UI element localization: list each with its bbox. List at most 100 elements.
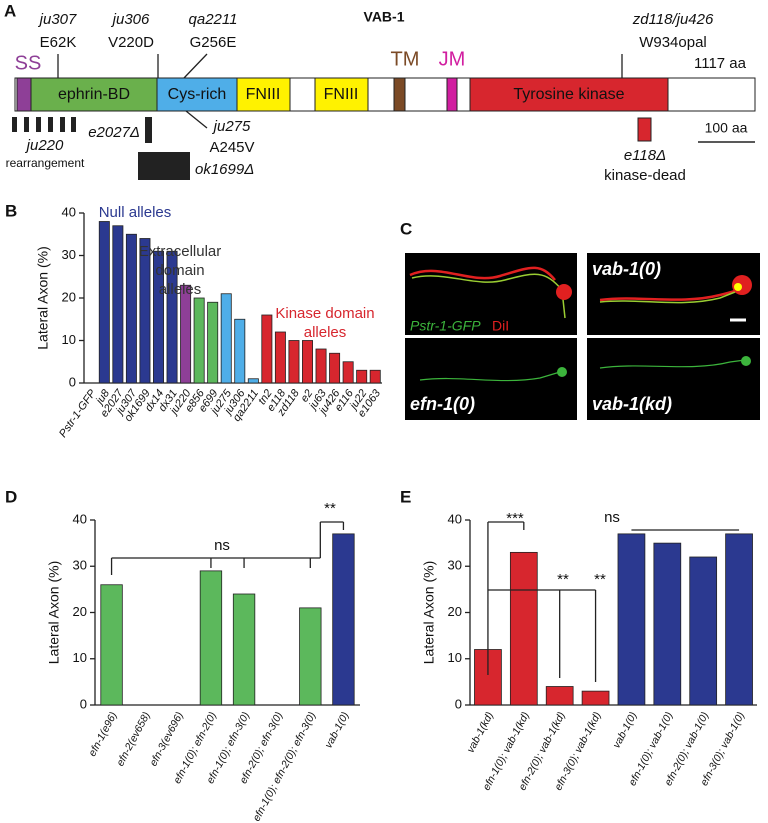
bar [653,542,682,706]
domain-label: ephrin-BD [58,86,130,103]
domain-label: FNIII [324,86,359,103]
annotation: alleles [304,324,347,341]
y-tick-label: 30 [62,247,76,262]
caption: efn-1(0) [410,394,475,414]
x-tick-label: efn-2(ev658) [114,710,153,768]
bar [315,348,327,384]
domain-box [393,77,406,112]
change: rearrangement [6,156,85,170]
deletion-mark [637,117,652,142]
caption: vab-1(kd) [592,394,672,414]
domain-box [236,77,291,112]
bar [299,607,322,706]
change: kinase-dead [604,167,686,184]
bar [193,297,205,384]
x-tick-label: efn-3(ev696) [147,710,186,768]
domain-box [16,77,32,112]
y-axis-label: Lateral Axon (%) [421,561,437,665]
protein-title: VAB-1 [364,9,405,25]
bar [329,352,341,384]
bar [302,340,313,384]
bar [261,314,273,384]
y-axis-label: Lateral Axon (%) [46,561,62,665]
allele: qa2211 [189,11,238,28]
y-tick-label: 20 [448,604,462,619]
bar [581,690,610,706]
micrograph [405,253,577,335]
panel-label: D [5,487,17,506]
bar [689,556,718,706]
y-tick-label: 40 [448,511,462,526]
x-tick-label: efn-1(e96) [86,710,119,758]
annotation: Null alleles [99,204,172,221]
bar [234,318,246,384]
bar [125,233,137,384]
bar [725,533,753,706]
panel-c: C Pstr-1-GFP DiI vab-1(0) efn-1(0) vab-1… [400,219,760,420]
bar [232,593,256,706]
change: A245V [209,139,254,156]
allele: e118Δ [624,147,666,164]
allele: ok1699Δ [195,161,254,178]
annotation: domain [155,262,204,279]
bar [332,533,355,706]
y-tick-label: 30 [448,558,462,573]
domain-label: TM [391,48,420,70]
y-tick-label: 0 [80,696,87,711]
allele: ju306 [111,11,150,28]
y-tick-label: 0 [69,374,76,389]
panel-label: C [400,219,412,238]
x-tick-label: vab-1(0) [611,710,640,750]
bar [112,225,124,384]
bar [369,369,381,384]
annotation: ** [324,500,336,517]
domain-label: FNIII [246,86,281,103]
length-label: 1117 aa [694,55,747,72]
bar [274,331,286,384]
bar [617,533,646,706]
change: E62K [40,34,77,51]
domain-box [446,77,458,112]
caption: Pstr-1-GFP [410,318,481,334]
bar [166,250,178,384]
allele: ju220 [25,137,64,154]
y-tick-label: 0 [455,696,462,711]
bar [342,361,354,384]
y-tick-label: 20 [73,604,87,619]
x-tick-label: Pstr-1-GFP [57,387,99,440]
deletion-marks [12,117,190,180]
domain-box [156,77,238,112]
bar [180,284,192,384]
y-tick-label: 10 [73,650,87,665]
bar [509,551,538,706]
y-tick-label: 40 [73,511,87,526]
change: G256E [190,34,237,51]
annotation: ns [604,509,620,526]
y-tick-label: 10 [448,650,462,665]
domain-box [469,77,669,112]
change: W934opal [639,34,707,51]
bar [153,250,164,384]
bar [545,686,574,706]
annotation: ** [557,571,569,588]
bar [199,570,223,706]
annotation: ** [594,571,606,588]
annotation: Extracellular [139,243,222,260]
bar [207,301,219,384]
panel-label: E [400,487,411,506]
domain-label: SS [15,52,42,74]
domain-box [314,77,369,112]
domain-box [30,77,158,112]
scale-label: 100 aa [705,120,748,136]
caption: vab-1(0) [592,259,661,279]
bar [288,340,300,384]
x-tick-label: e2 [298,388,315,405]
allele: zd118/ju426 [632,11,714,28]
bar [139,238,151,384]
domain-label: JM [439,48,466,70]
allele: ju275 [212,118,251,135]
y-axis-label: Lateral Axon (%) [35,246,51,350]
domain-label: Cys-rich [168,86,227,103]
